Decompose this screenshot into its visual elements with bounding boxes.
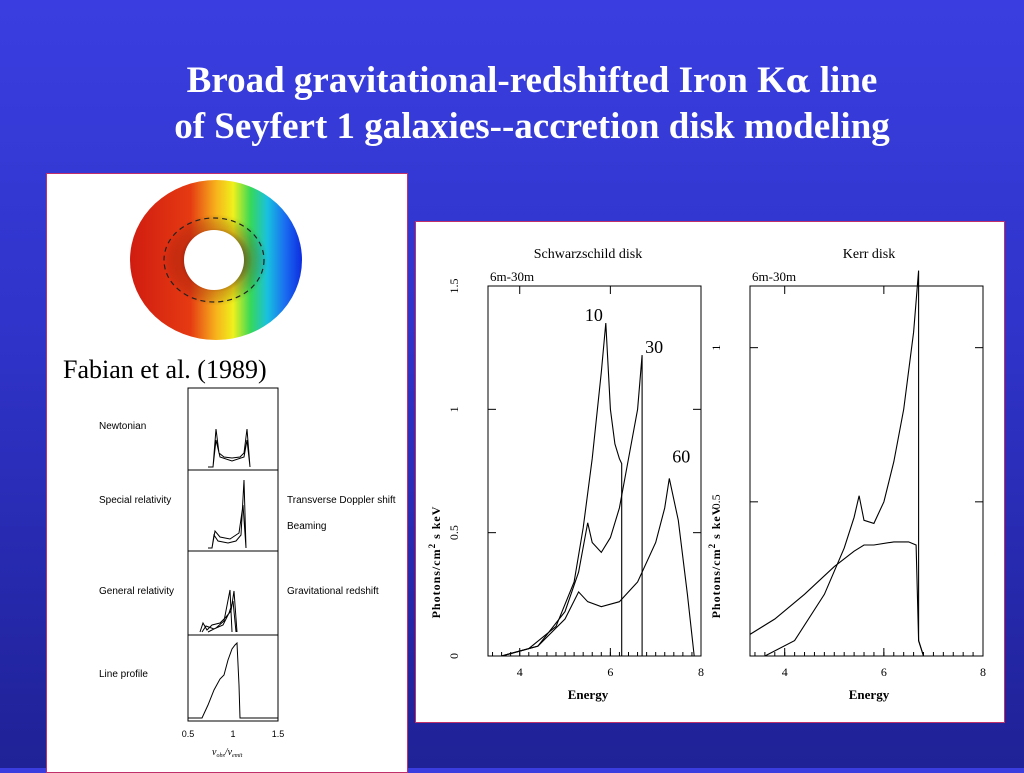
profile-x-label: νobs/νemit <box>212 747 243 759</box>
profile-x-tick: 1.5 <box>272 729 285 739</box>
chart1-annotation-10: 10 <box>585 305 603 325</box>
chart2-y-tick-label: 0.5 <box>709 494 723 509</box>
profile-frame <box>187 387 279 722</box>
row-label-doppler: Transverse Doppler shift <box>287 495 396 506</box>
chart1-x-tick-label: 6 <box>607 665 613 679</box>
chart1-title: Schwarzschild disk <box>534 247 642 262</box>
row-label-newtonian: Newtonian <box>99 421 146 432</box>
row-label-beaming: Beaming <box>287 521 326 532</box>
chart1-subtitle: 6m-30m <box>490 269 534 284</box>
row-label-general: General relativity <box>99 586 174 597</box>
chart2-title: Kerr disk <box>843 247 896 262</box>
row-label-line-profile: Line profile <box>99 669 148 680</box>
disk-hole <box>184 230 244 290</box>
chart1-series-3 <box>501 478 695 657</box>
chart2-xlabel: Energy <box>849 687 890 702</box>
chart2-x-tick-label: 4 <box>782 665 788 679</box>
chart1-series-2 <box>501 355 701 657</box>
chart2-x-tick-label: 8 <box>980 665 986 679</box>
title-line2-text: of Seyfert 1 galaxies--accretion disk mo… <box>174 106 890 147</box>
chart2-subtitle: 6m-30m <box>752 269 796 284</box>
slide-title: Broad gravitational-redshifted Iron Kα l… <box>40 58 1024 150</box>
special-relativity-profile <box>208 479 247 549</box>
chart1-x-tick-label: 8 <box>698 665 704 679</box>
general-relativity-profile <box>199 589 238 633</box>
chart1-x-tick-label: 4 <box>517 665 523 679</box>
chart1-y-tick-label: 0 <box>447 653 461 659</box>
newtonian-profile <box>208 428 251 468</box>
chart1-annotation-60: 60 <box>672 446 690 466</box>
citation: Fabian et al. (1989) <box>63 355 267 384</box>
chart1-ylabel: Photons/cm2 s keV <box>427 506 443 619</box>
chart2-series-1 <box>764 270 925 657</box>
chart1-annotation-30: 30 <box>645 337 663 357</box>
chart1-y-tick-label: 1.5 <box>447 279 461 294</box>
chart2-series-2 <box>749 541 925 657</box>
chart1-frame <box>487 285 702 657</box>
row-label-gravitational: Gravitational redshift <box>287 586 379 597</box>
line-profile-figure: Newtonian Special relativity Transverse … <box>99 387 396 759</box>
profile-x-tick: 0.5 <box>182 729 195 739</box>
row-label-special: Special relativity <box>99 495 171 506</box>
right-figure-panel <box>415 221 1005 723</box>
disk-image <box>130 180 302 340</box>
chart1-y-tick-label: 1 <box>447 406 461 412</box>
title-alpha: α <box>785 62 811 100</box>
chart2-x-tick-label: 6 <box>881 665 887 679</box>
chart2-frame <box>749 285 984 657</box>
line-profile-curve <box>188 641 278 719</box>
profile-x-tick: 1 <box>230 729 235 739</box>
title-line1-end: line <box>810 60 878 101</box>
energy-spectra-charts: Schwarzschild disk 6m-30m Energy Photons… <box>427 247 986 702</box>
chart2-y-tick-label: 1 <box>709 345 723 351</box>
chart1-xlabel: Energy <box>568 687 609 702</box>
chart2-ylabel: Photons/cm2 s keV <box>707 506 723 619</box>
chart1-y-tick-label: 0.5 <box>447 525 461 540</box>
title-line1-text: Broad gravitational-redshifted Iron K <box>186 60 786 101</box>
chart1-series-1 <box>501 322 701 657</box>
disk-orbit-ring <box>163 217 265 303</box>
